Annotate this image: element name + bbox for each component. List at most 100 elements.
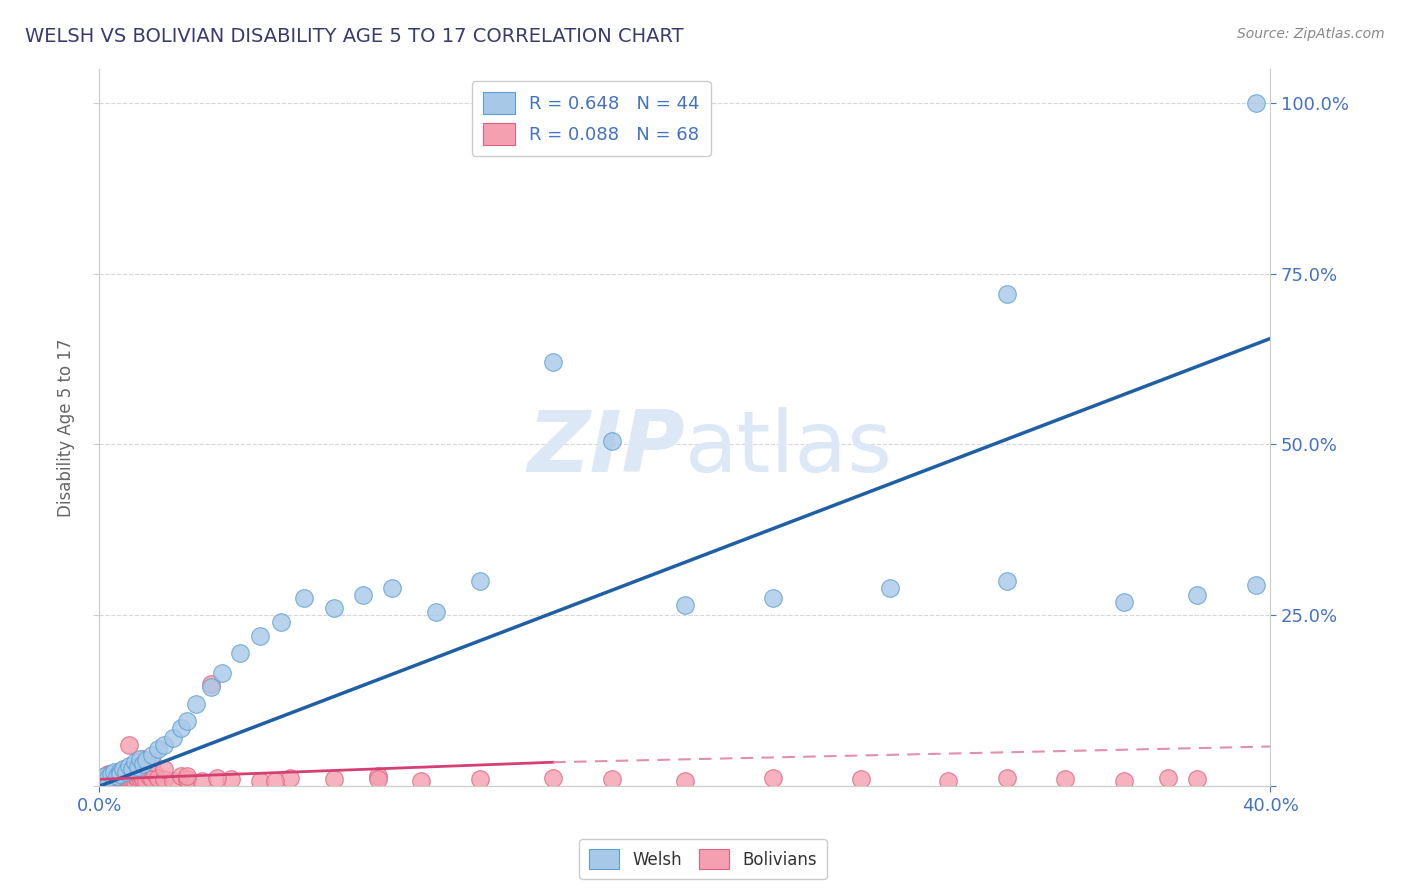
- Legend: R = 0.648   N = 44, R = 0.088   N = 68: R = 0.648 N = 44, R = 0.088 N = 68: [472, 81, 711, 156]
- Point: [105, 769, 128, 783]
- Point: [176, 769, 198, 783]
- Point: [135, 753, 157, 767]
- Point: [1112, 773, 1135, 788]
- Point: [673, 773, 696, 788]
- Point: [94, 769, 117, 783]
- Point: [124, 773, 146, 788]
- Point: [135, 773, 157, 788]
- Point: [153, 772, 176, 787]
- Point: [1244, 577, 1267, 591]
- Text: WELSH VS BOLIVIAN DISABILITY AGE 5 TO 17 CORRELATION CHART: WELSH VS BOLIVIAN DISABILITY AGE 5 TO 17…: [25, 27, 683, 45]
- Point: [249, 629, 271, 643]
- Text: ZIP: ZIP: [527, 408, 685, 491]
- Point: [105, 772, 128, 787]
- Point: [849, 772, 872, 787]
- Point: [176, 772, 198, 787]
- Point: [114, 765, 136, 780]
- Point: [249, 773, 271, 788]
- Point: [219, 772, 242, 787]
- Point: [114, 769, 136, 783]
- Point: [762, 771, 785, 785]
- Point: [200, 676, 222, 690]
- Point: [118, 771, 141, 785]
- Point: [124, 769, 146, 783]
- Point: [108, 764, 131, 778]
- Point: [162, 773, 184, 788]
- Point: [322, 772, 344, 787]
- Point: [91, 773, 114, 788]
- Point: [278, 771, 301, 785]
- Point: [184, 697, 207, 711]
- Point: [141, 748, 163, 763]
- Point: [132, 772, 155, 787]
- Text: Source: ZipAtlas.com: Source: ZipAtlas.com: [1237, 27, 1385, 41]
- Point: [146, 741, 169, 756]
- Point: [1244, 95, 1267, 110]
- Point: [176, 714, 198, 729]
- Point: [153, 762, 176, 776]
- Point: [114, 772, 136, 787]
- Point: [129, 767, 152, 781]
- Point: [411, 773, 433, 788]
- Point: [100, 772, 122, 787]
- Point: [100, 769, 122, 783]
- Point: [132, 752, 155, 766]
- Point: [132, 756, 155, 771]
- Point: [205, 771, 228, 785]
- Point: [146, 771, 169, 785]
- Point: [108, 771, 131, 785]
- Point: [200, 680, 222, 694]
- Point: [91, 772, 114, 787]
- Point: [270, 615, 292, 629]
- Point: [153, 738, 176, 752]
- Point: [995, 287, 1018, 301]
- Point: [129, 752, 152, 766]
- Point: [541, 355, 564, 369]
- Point: [91, 771, 114, 785]
- Point: [468, 574, 491, 588]
- Point: [103, 765, 125, 780]
- Point: [127, 772, 149, 787]
- Point: [995, 574, 1018, 588]
- Text: atlas: atlas: [685, 408, 893, 491]
- Point: [97, 771, 120, 785]
- Point: [191, 773, 214, 788]
- Point: [129, 771, 152, 785]
- Point: [121, 762, 143, 776]
- Point: [1054, 772, 1077, 787]
- Point: [138, 769, 160, 783]
- Point: [322, 601, 344, 615]
- Point: [108, 767, 131, 781]
- Point: [94, 772, 117, 787]
- Point: [97, 771, 120, 785]
- Point: [124, 756, 146, 770]
- Point: [367, 772, 389, 787]
- Point: [118, 758, 141, 772]
- Point: [118, 738, 141, 752]
- Point: [1187, 588, 1209, 602]
- Point: [103, 773, 125, 788]
- Point: [1187, 772, 1209, 787]
- Point: [352, 588, 374, 602]
- Point: [118, 773, 141, 788]
- Point: [1112, 594, 1135, 608]
- Point: [600, 772, 623, 787]
- Point: [211, 666, 233, 681]
- Point: [600, 434, 623, 448]
- Point: [425, 605, 447, 619]
- Point: [97, 767, 120, 781]
- Y-axis label: Disability Age 5 to 17: Disability Age 5 to 17: [58, 338, 75, 516]
- Point: [121, 772, 143, 787]
- Point: [879, 581, 901, 595]
- Point: [292, 591, 315, 606]
- Point: [94, 769, 117, 783]
- Point: [1157, 771, 1180, 785]
- Point: [229, 646, 252, 660]
- Point: [108, 773, 131, 788]
- Point: [141, 772, 163, 787]
- Point: [762, 591, 785, 606]
- Point: [105, 768, 128, 782]
- Point: [264, 773, 287, 788]
- Point: [141, 756, 163, 770]
- Legend: Welsh, Bolivians: Welsh, Bolivians: [579, 838, 827, 880]
